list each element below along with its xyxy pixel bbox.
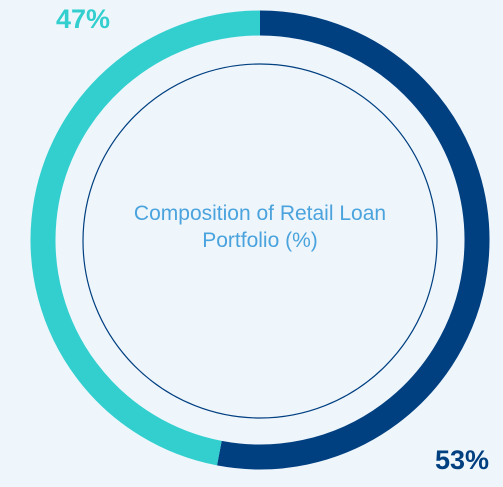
donut-segment [30, 10, 261, 466]
inner-circle [82, 63, 438, 419]
value-label: 47% [56, 4, 110, 34]
donut-segment [217, 10, 490, 470]
value-label: 53% [435, 445, 489, 475]
chart-title: Composition of Retail Loan Portfolio (%) [133, 202, 387, 252]
